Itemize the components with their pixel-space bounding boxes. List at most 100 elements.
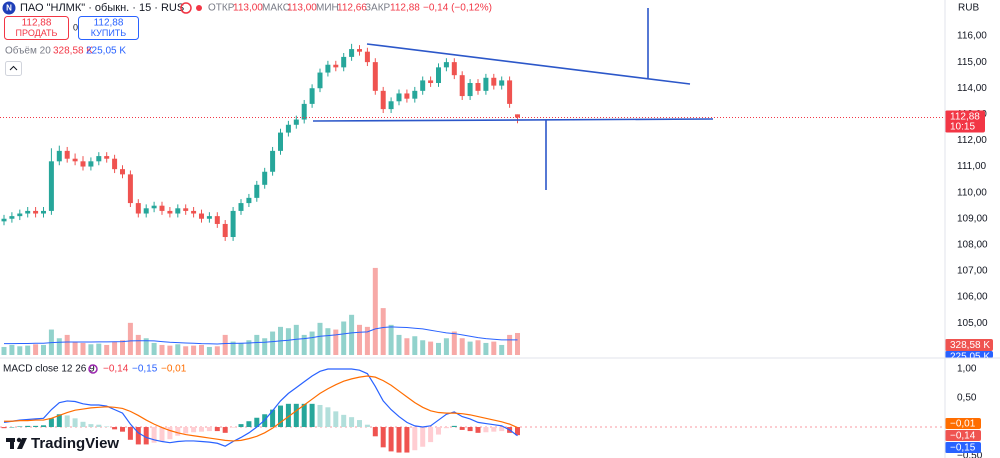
macd-histogram-bar	[64, 415, 70, 428]
candle-body	[428, 80, 434, 84]
ohlc-value: 112,66	[337, 3, 367, 14]
macd-histogram-bar	[135, 427, 141, 445]
volume-bar	[151, 342, 157, 355]
macd-histogram-bar	[412, 427, 418, 451]
y-tick-label: 106,00	[957, 292, 988, 303]
sell-button[interactable]	[4, 16, 69, 40]
volume-bar	[515, 332, 520, 355]
last-price-label: 112,88	[950, 112, 980, 123]
macd-histogram-bar	[9, 427, 15, 428]
volume-bar	[230, 341, 236, 355]
candle-body	[412, 90, 418, 99]
macd-histogram-bar	[285, 403, 291, 428]
candle-body	[515, 114, 520, 118]
macd-histogram-bar	[1, 427, 7, 429]
volume-bar	[412, 336, 418, 355]
volume-bar	[285, 328, 291, 355]
macd-histogram-bar	[143, 427, 149, 445]
volume-bar	[183, 346, 189, 355]
sell-label: ПРОДАТЬ	[16, 28, 58, 38]
candle-body	[333, 64, 339, 68]
volume-bar	[475, 340, 481, 355]
macd-histogram-bar	[515, 427, 520, 436]
y-tick-label: 115,00	[957, 57, 987, 68]
symbol-title[interactable]: ПАО "НЛМК" · обыкн. · 15 · RUS	[20, 2, 184, 14]
macd-line-value: −0,15	[132, 364, 158, 375]
symbol-logo-letter: N	[6, 4, 12, 13]
macd-histogram-bar	[238, 424, 244, 428]
ohlc-label: МАКС	[262, 3, 290, 14]
currency[interactable]: RUB	[958, 3, 979, 14]
volume-bar	[459, 338, 465, 355]
candle-body	[420, 80, 426, 91]
candle-body	[396, 93, 402, 102]
macd-histogram-bar	[372, 427, 378, 437]
volume-bar	[333, 329, 339, 355]
volume-bar	[270, 331, 276, 355]
volume-bar	[372, 267, 378, 355]
trend-line[interactable]	[312, 118, 714, 122]
candle-body	[80, 161, 86, 167]
volume-bar	[254, 334, 260, 355]
buy-button[interactable]	[78, 16, 139, 40]
candle-body	[159, 205, 165, 211]
candle-body	[112, 158, 118, 170]
candle-body	[120, 169, 125, 175]
volume-bar	[317, 322, 323, 355]
candle-body	[270, 150, 276, 172]
macd-value-box	[945, 430, 981, 441]
volume-bar	[72, 341, 78, 355]
macd-hist-value: −0,14	[103, 364, 129, 375]
macd-histogram-bar	[364, 424, 370, 428]
y-tick-label: 1,00	[957, 364, 977, 375]
ohlc-value: 112,88	[390, 3, 420, 14]
volume-bar	[380, 308, 386, 355]
volume-bar	[388, 324, 394, 355]
macd-value-box	[945, 418, 981, 429]
volume-bar	[325, 328, 331, 355]
macd-histogram-bar	[293, 403, 299, 428]
candle-body	[459, 75, 465, 97]
macd-axis-label: −0,15	[950, 443, 976, 454]
y-tick-label: 0,50	[957, 393, 977, 404]
volume-bar	[1, 346, 7, 355]
candle-body	[246, 197, 252, 204]
candle-body	[349, 49, 355, 57]
volume-bar	[341, 321, 347, 355]
logo-dot	[16, 437, 22, 443]
logo-stem	[10, 438, 14, 449]
macd-histogram-bar	[349, 417, 355, 428]
collapse-button[interactable]	[5, 61, 22, 76]
volume-bar	[104, 344, 110, 355]
macd-histogram-bar	[41, 425, 46, 428]
trend-line[interactable]	[366, 43, 691, 85]
y-tick-label: 116,00	[957, 31, 987, 42]
candle-body	[436, 67, 441, 84]
candle-body	[183, 208, 189, 211]
candle-body	[9, 216, 15, 219]
volume-bar	[357, 324, 362, 355]
macd-histogram-bar	[317, 404, 323, 428]
candle-body	[72, 158, 78, 162]
candle-body	[56, 150, 62, 162]
macd-histogram-bar	[483, 427, 489, 433]
volume-bar	[238, 342, 244, 355]
candle-body	[507, 80, 513, 104]
candle-body	[88, 161, 94, 167]
candle-body	[199, 213, 204, 219]
macd-histogram-bar	[459, 427, 465, 430]
candle-body	[64, 150, 70, 159]
volume-bar	[309, 331, 315, 355]
volume-bar	[25, 345, 31, 355]
macd-histogram-bar	[443, 427, 449, 429]
volume-bar	[143, 338, 149, 355]
macd-histogram-bar	[436, 427, 441, 435]
volume-axis-label: 328,58 K	[950, 340, 990, 351]
volume-bar	[33, 344, 39, 355]
macd-histogram-bar	[246, 421, 252, 428]
buy-label: КУПИТЬ	[91, 28, 126, 38]
change: −0,14 (−0,12%)	[423, 3, 492, 14]
macd-settings-icon[interactable]	[88, 364, 98, 374]
